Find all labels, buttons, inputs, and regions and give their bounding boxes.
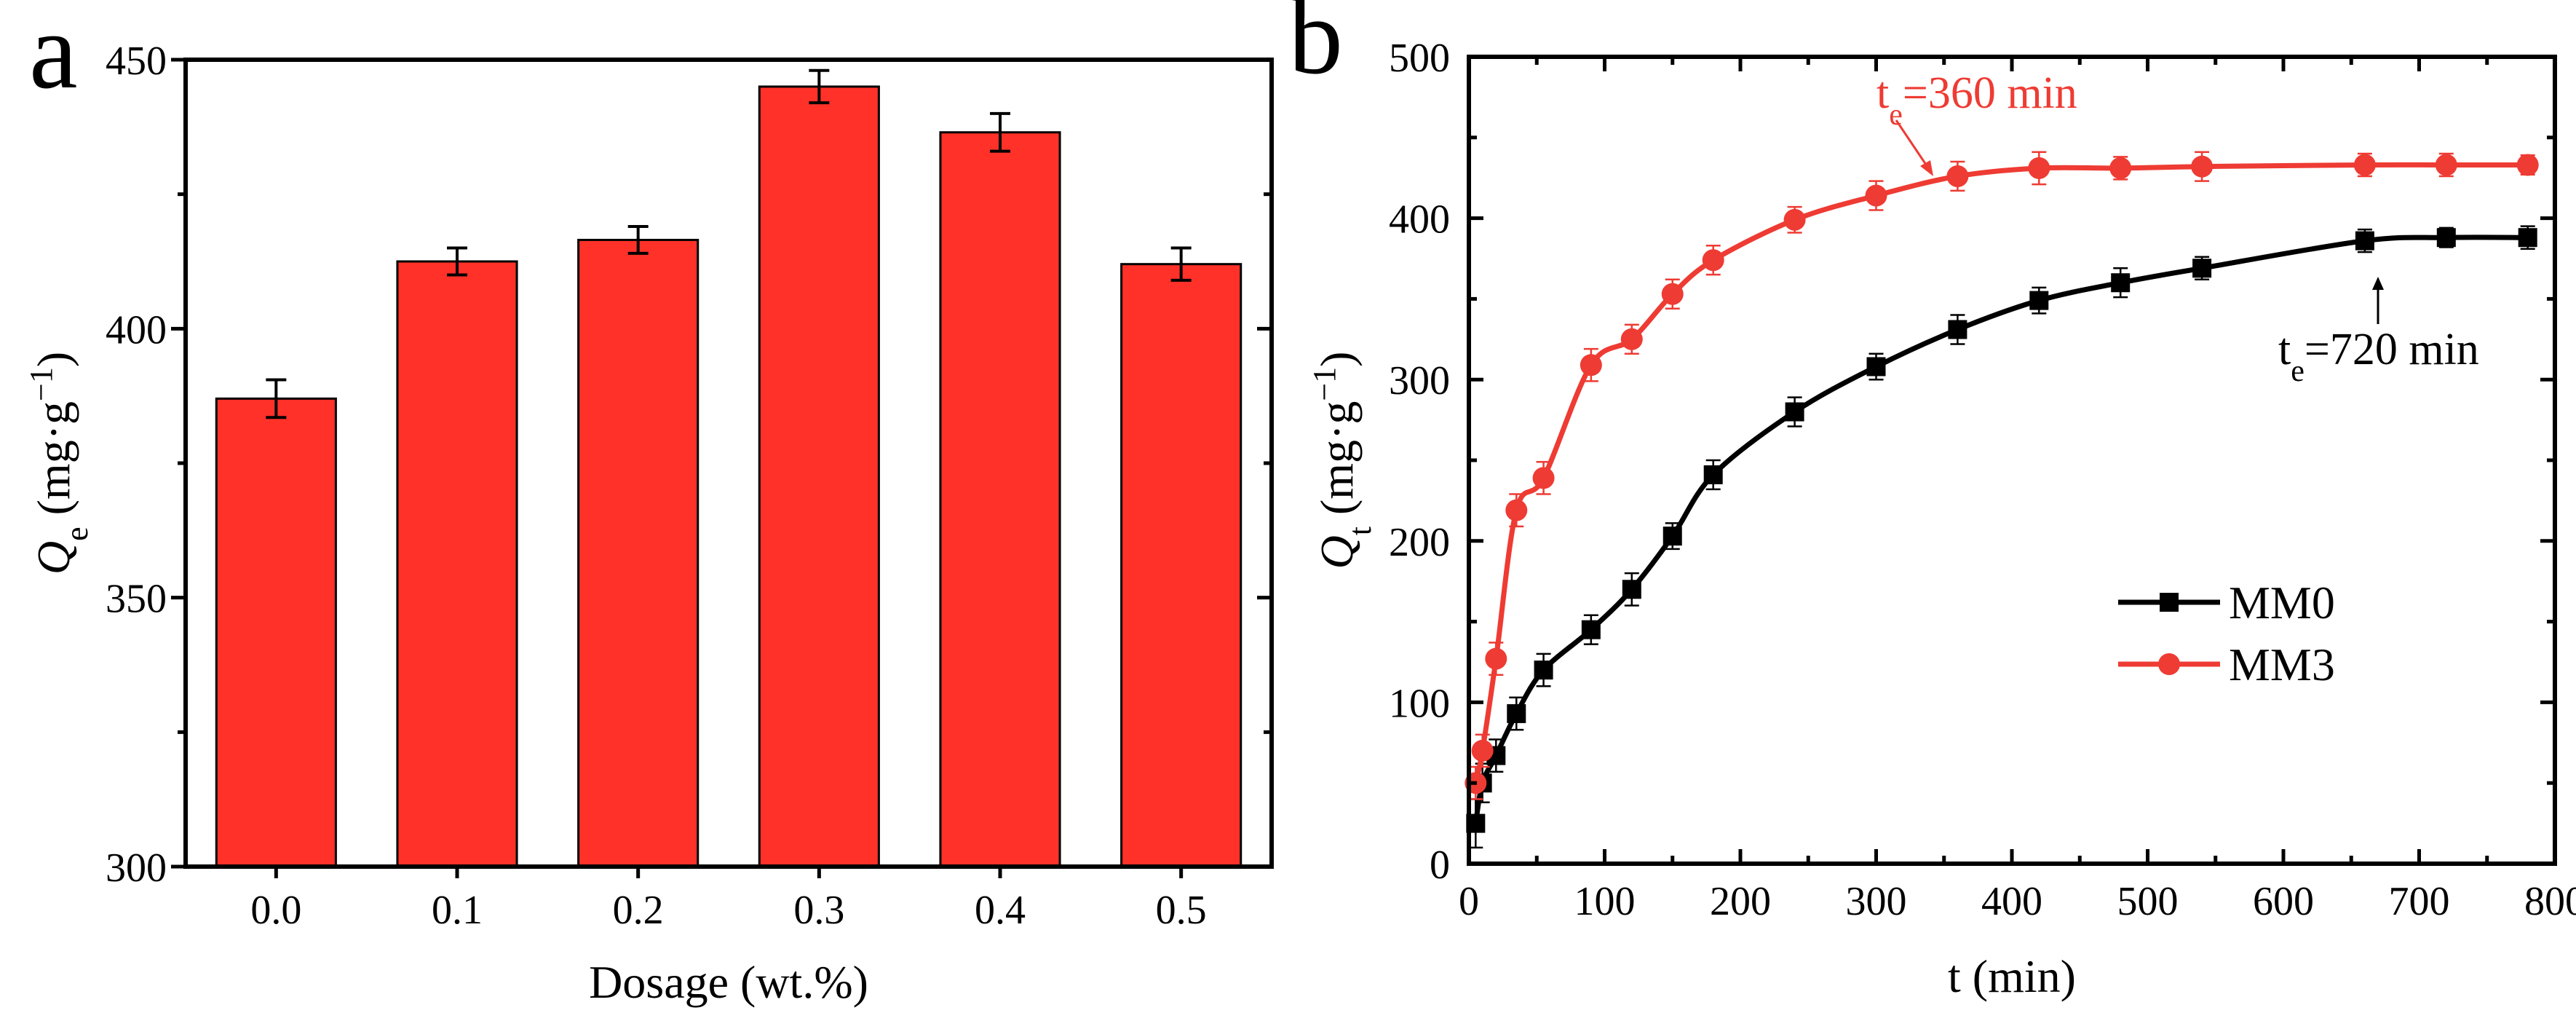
point-MM3: [1580, 354, 1602, 377]
a-y-tick-label: 450: [106, 39, 167, 84]
point-MM3: [2191, 155, 2214, 178]
b-y-axis-ticks: 0 100 200 300 400 500: [1389, 36, 2555, 888]
bar-0.3: [758, 85, 880, 868]
point-MM0: [2029, 291, 2049, 310]
point-MM3: [2028, 157, 2050, 179]
b-y-tick-label: 300: [1389, 358, 1450, 403]
point-MM0: [1662, 527, 1682, 546]
a-x-axis-ticks: 0.0 0.1 0.2 0.3 0.4 0.5: [250, 867, 1207, 933]
b-x-axis-ticks: 0 100 200 300 400 500 600 700 800: [1459, 57, 2576, 924]
point-MM0: [1703, 465, 1723, 484]
a-error-bars: [266, 68, 1192, 419]
a-x-axis-label: Dosage (wt.%): [589, 956, 868, 1008]
point-MM3: [2353, 154, 2376, 176]
b-y-axis-label: Qt (mg·g−1): [1307, 352, 1378, 569]
b-y-tick-label: 500: [1389, 36, 1450, 81]
b-x-tick-label: 0: [1459, 879, 1479, 924]
b-x-tick-label: 600: [2253, 879, 2314, 924]
a-bars: [215, 85, 1243, 868]
a-plot-frame: [183, 58, 1274, 869]
legend-item-mm0: MM0: [2118, 577, 2335, 628]
annotation-te-360: te=360 min: [1876, 68, 2077, 176]
bar-0.4: [939, 131, 1061, 868]
point-MM0: [1948, 320, 1967, 339]
legend-mm3-label: MM3: [2229, 639, 2335, 690]
point-MM3: [1505, 499, 1528, 521]
point-MM0: [1866, 357, 1886, 377]
a-x-tick-label: 0.2: [613, 888, 664, 933]
a-x-tick-label: 0.0: [250, 888, 301, 933]
point-MM0: [2355, 231, 2374, 251]
bar-0.0: [215, 397, 337, 868]
point-MM0: [1785, 402, 1804, 422]
b-x-tick-label: 200: [1710, 879, 1771, 924]
annotation-te-720-arrowhead: [2372, 277, 2384, 290]
legend-mm0-marker: [2160, 593, 2179, 612]
annotation-te-720-text: te=720 min: [2278, 325, 2479, 388]
point-MM0: [1507, 703, 1526, 723]
a-x-tick-label: 0.4: [975, 888, 1026, 933]
series-line-MM3: [1473, 162, 2528, 784]
b-legend: MM0 MM3: [2118, 577, 2335, 690]
panel-a-bar-chart: a 300 350 400 450 0.0 0.1 0.2 0.3 0.4 0.5 Dosage…: [23, 0, 1274, 1008]
a-y-axis-label: Qe (mg·g−1): [23, 352, 95, 575]
b-x-tick-label: 700: [2389, 879, 2450, 924]
series-MM0: [1466, 225, 2537, 849]
point-MM0: [1581, 620, 1601, 639]
a-y-tick-label: 300: [106, 845, 167, 891]
point-MM0: [1534, 661, 1553, 680]
series-MM3: [1465, 151, 2539, 800]
annotation-te-720: te=720 min: [2278, 277, 2479, 388]
point-MM3: [1702, 249, 1724, 272]
point-MM0: [2518, 228, 2537, 248]
b-y-tick-label: 100: [1389, 681, 1450, 726]
a-y-tick-label: 350: [106, 577, 167, 622]
annotation-te-360-arrowhead: [1920, 160, 1933, 176]
panel-b-line-chart: b 0 100 200 300 400 500 0 100 200 300 400 500 600 70…: [1288, 0, 2576, 1002]
point-MM3: [2435, 154, 2457, 176]
b-x-tick-label: 400: [1981, 879, 2042, 924]
b-y-tick-label: 200: [1389, 520, 1450, 565]
point-MM0: [2111, 273, 2131, 293]
bar-0.5: [1120, 263, 1243, 868]
series-line-MM0: [1473, 234, 2528, 824]
panel-a-label: a: [29, 0, 78, 111]
point-MM0: [1622, 580, 1641, 599]
a-x-tick-label: 0.3: [793, 888, 844, 933]
a-y-tick-label: 400: [106, 307, 167, 352]
point-MM0: [2192, 259, 2212, 278]
point-MM3: [2516, 154, 2539, 176]
point-MM3: [1946, 165, 1969, 187]
b-x-tick-label: 800: [2524, 879, 2576, 924]
legend-mm3-marker: [2158, 653, 2180, 675]
point-MM3: [2109, 157, 2132, 179]
panel-b-label: b: [1288, 0, 1343, 97]
point-MM3: [1661, 283, 1684, 305]
a-x-tick-label: 0.1: [432, 888, 483, 933]
legend-mm0-label: MM0: [2229, 577, 2335, 628]
point-MM3: [1620, 328, 1643, 350]
b-y-tick-label: 400: [1389, 197, 1450, 243]
b-y-tick-label: 0: [1430, 843, 1450, 888]
b-x-tick-label: 500: [2117, 879, 2179, 924]
point-MM3: [1532, 467, 1555, 489]
b-x-tick-label: 300: [1846, 879, 1907, 924]
legend-item-mm3: MM3: [2118, 639, 2335, 690]
a-y-axis-ticks: 300 350 400 450: [106, 39, 1272, 891]
b-plot-frame: [1467, 55, 2557, 866]
b-x-tick-label: 100: [1574, 879, 1636, 924]
point-MM3: [1865, 184, 1887, 207]
annotation-te-360-arrow: [1895, 119, 1930, 170]
b-x-axis-label: t (min): [1948, 950, 2076, 1002]
point-MM0: [2436, 228, 2456, 248]
bar-0.1: [396, 260, 518, 868]
b-series-layer: [1465, 151, 2539, 849]
a-x-tick-label: 0.5: [1156, 888, 1207, 933]
annotation-te-360-text: te=360 min: [1876, 68, 2077, 132]
point-MM3: [1485, 647, 1507, 670]
point-MM3: [1783, 208, 1806, 231]
bar-0.2: [577, 238, 700, 868]
point-MM3: [1471, 739, 1494, 762]
